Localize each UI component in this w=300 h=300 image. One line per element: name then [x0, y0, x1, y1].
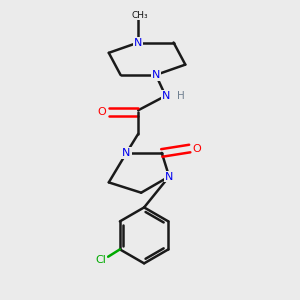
Text: CH₃: CH₃ — [131, 11, 148, 20]
Text: N: N — [152, 70, 160, 80]
Text: O: O — [193, 143, 202, 154]
Text: N: N — [122, 148, 130, 158]
Text: N: N — [134, 38, 142, 47]
Text: N: N — [165, 172, 173, 182]
Text: H: H — [177, 91, 185, 100]
Text: Cl: Cl — [95, 255, 106, 265]
Text: N: N — [162, 91, 170, 100]
Text: O: O — [97, 107, 106, 117]
